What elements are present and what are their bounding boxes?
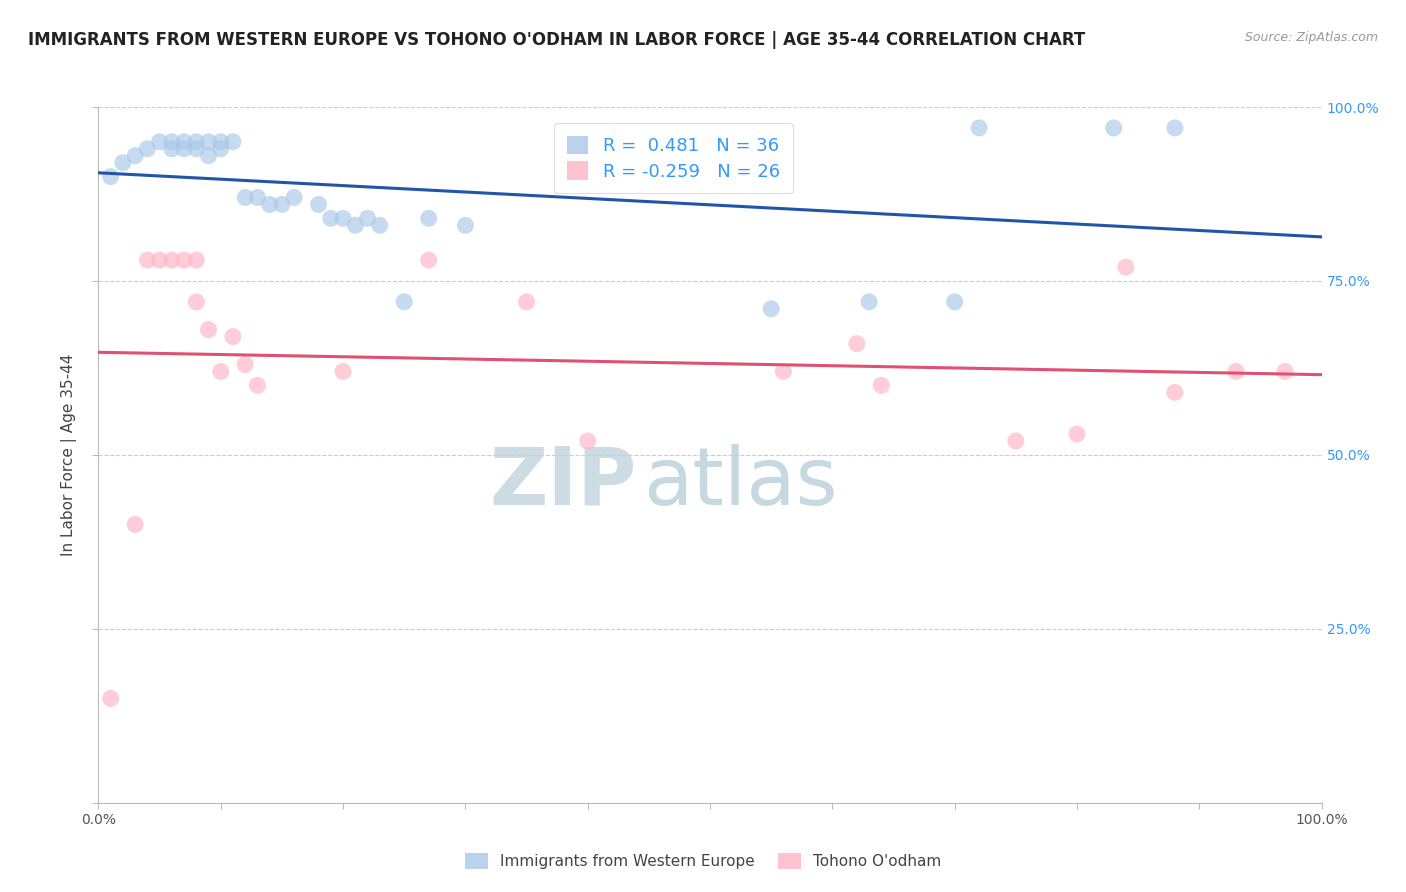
Point	[392, 294, 416, 309]
Point	[576, 434, 599, 448]
Point	[186, 294, 208, 309]
Point	[418, 211, 440, 226]
Point	[259, 197, 281, 211]
Point	[1115, 260, 1137, 274]
Text: IMMIGRANTS FROM WESTERN EUROPE VS TOHONO O'ODHAM IN LABOR FORCE | AGE 35-44 CORR: IMMIGRANTS FROM WESTERN EUROPE VS TOHONO…	[28, 31, 1085, 49]
Point	[1004, 434, 1026, 448]
Point	[222, 135, 245, 149]
Point	[270, 197, 294, 211]
Text: atlas: atlas	[643, 443, 837, 522]
Point	[858, 294, 880, 309]
Point	[160, 135, 183, 149]
Point	[845, 336, 868, 351]
Point	[332, 364, 354, 378]
Point	[772, 364, 794, 378]
Point	[308, 197, 330, 211]
Point	[197, 149, 219, 163]
Point	[149, 135, 172, 149]
Point	[136, 142, 159, 156]
Point	[233, 358, 256, 372]
Point	[1066, 427, 1088, 442]
Point	[173, 135, 195, 149]
Point	[100, 169, 122, 184]
Point	[222, 329, 245, 343]
Point	[283, 190, 305, 204]
Point	[160, 142, 183, 156]
Legend: Immigrants from Western Europe, Tohono O'odham: Immigrants from Western Europe, Tohono O…	[458, 847, 948, 875]
Point	[246, 378, 269, 392]
Point	[967, 120, 990, 135]
Point	[186, 142, 208, 156]
Point	[356, 211, 378, 226]
Point	[173, 142, 195, 156]
Point	[233, 190, 256, 204]
Point	[1102, 120, 1125, 135]
Point	[209, 142, 232, 156]
Point	[197, 135, 219, 149]
Point	[124, 149, 146, 163]
Y-axis label: In Labor Force | Age 35-44: In Labor Force | Age 35-44	[60, 354, 77, 556]
Legend: R =  0.481   N = 36, R = -0.259   N = 26: R = 0.481 N = 36, R = -0.259 N = 26	[554, 123, 793, 194]
Point	[418, 253, 440, 268]
Point	[197, 323, 219, 337]
Text: ZIP: ZIP	[489, 443, 637, 522]
Text: Source: ZipAtlas.com: Source: ZipAtlas.com	[1244, 31, 1378, 45]
Point	[160, 253, 183, 268]
Point	[209, 135, 232, 149]
Point	[186, 135, 208, 149]
Point	[124, 517, 146, 532]
Point	[368, 219, 391, 233]
Point	[136, 253, 159, 268]
Point	[186, 253, 208, 268]
Point	[111, 155, 134, 169]
Point	[1164, 120, 1187, 135]
Point	[761, 301, 783, 316]
Point	[1225, 364, 1247, 378]
Point	[454, 219, 477, 233]
Point	[100, 691, 122, 706]
Point	[344, 219, 367, 233]
Point	[173, 253, 195, 268]
Point	[515, 294, 537, 309]
Point	[1164, 385, 1187, 400]
Point	[209, 364, 232, 378]
Point	[149, 253, 172, 268]
Point	[246, 190, 269, 204]
Point	[332, 211, 354, 226]
Point	[943, 294, 966, 309]
Point	[870, 378, 893, 392]
Point	[319, 211, 342, 226]
Point	[1274, 364, 1296, 378]
